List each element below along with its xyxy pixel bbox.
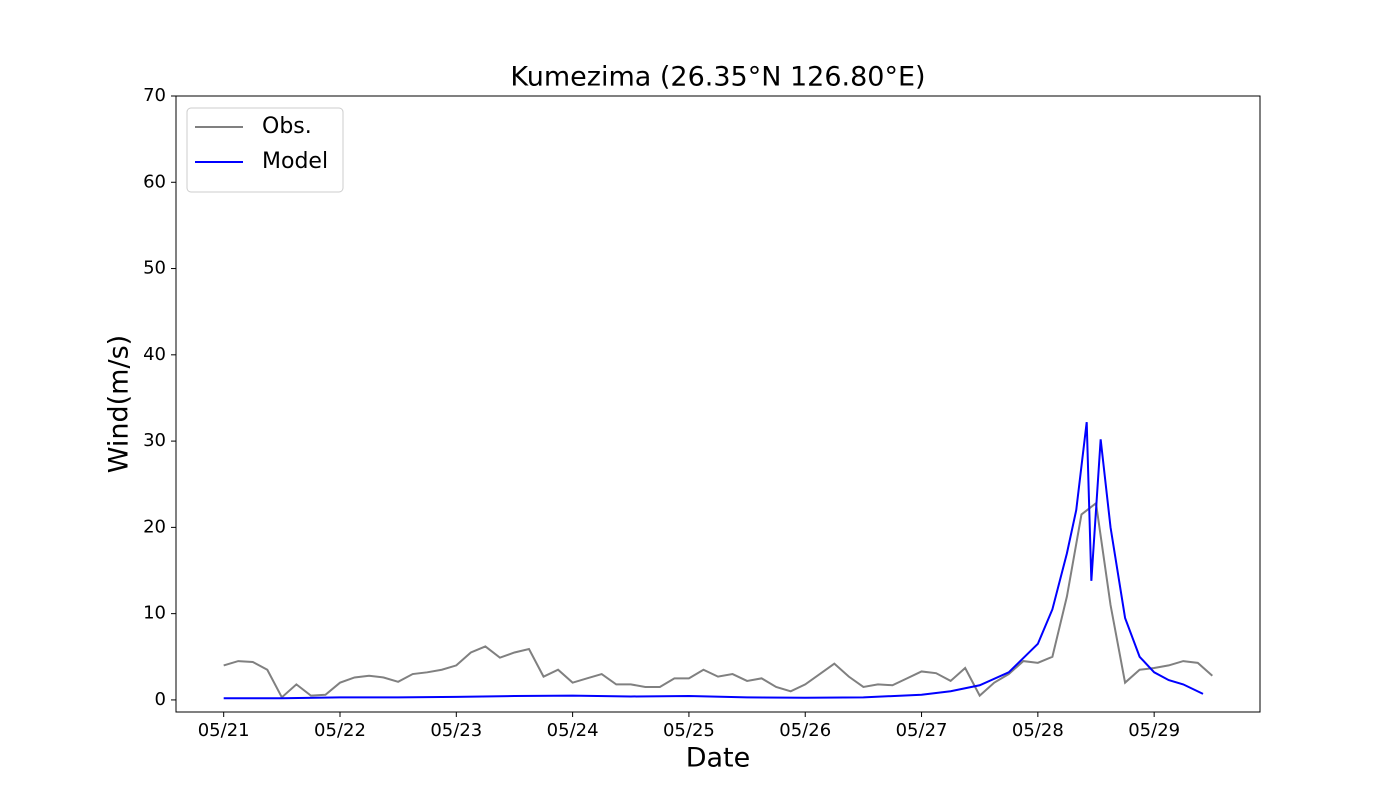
legend-label: Obs. — [262, 114, 312, 139]
line-series — [223, 422, 1204, 700]
x-tick-label: 05/27 — [896, 720, 948, 741]
legend: Obs. Model — [186, 107, 344, 193]
x-tick-label: 05/29 — [1128, 720, 1180, 741]
x-tick-label: 05/21 — [198, 720, 250, 741]
x-tick-label: 05/22 — [314, 720, 366, 741]
x-tick-label: 05/23 — [430, 720, 482, 741]
y-tick-label: 40 — [143, 344, 166, 365]
legend-label: Model — [262, 149, 328, 174]
y-tick-label: 60 — [143, 171, 166, 192]
x-tick-label: 05/26 — [779, 720, 831, 741]
y-tick-label: 50 — [143, 258, 166, 279]
chart-title: Kumezima (26.35°N 126.80°E) — [510, 62, 925, 93]
x-tick-label: 05/28 — [1012, 720, 1064, 741]
y-axis-label: Wind(m/s) — [104, 335, 135, 473]
y-tick-label: 10 — [143, 603, 166, 624]
plot-frame — [175, 95, 1261, 713]
line-series — [223, 501, 1213, 699]
y-tick-label: 30 — [143, 430, 166, 451]
x-tick-label: 05/25 — [663, 720, 715, 741]
legend-frame — [186, 107, 344, 193]
x-tick-label: 05/24 — [547, 720, 599, 741]
y-tick-label: 70 — [143, 85, 166, 106]
y-tick-label: 20 — [143, 516, 166, 537]
y-tick-label: 0 — [155, 689, 166, 710]
x-axis-label: Date — [686, 743, 751, 774]
